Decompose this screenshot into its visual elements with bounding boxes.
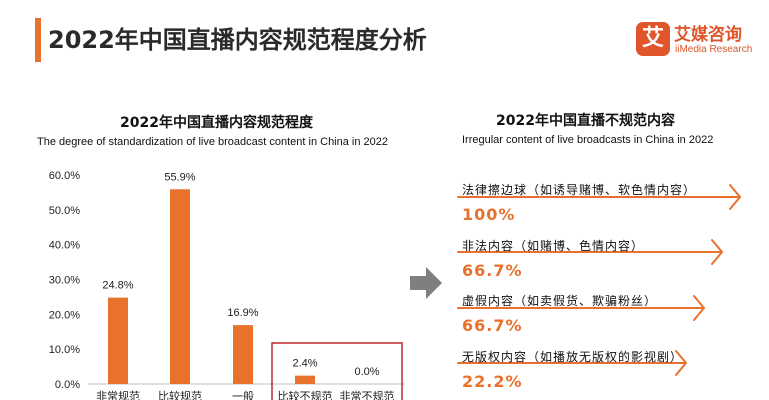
logo-name-en: iiMedia Research bbox=[675, 44, 753, 55]
bar bbox=[233, 325, 253, 384]
item-value: 66.7% bbox=[462, 261, 523, 280]
chart-title: 2022年中国直播内容规范程度 bbox=[120, 115, 313, 131]
x-tick-label: 非常不规范 bbox=[340, 389, 395, 400]
x-tick-label: 一般 bbox=[232, 390, 254, 400]
bar bbox=[108, 297, 128, 384]
y-tick-label: 0.0% bbox=[55, 379, 80, 391]
logo-mark: 艾 bbox=[636, 22, 670, 56]
item-label: 虚假内容（如卖假货、欺骗粉丝） bbox=[462, 294, 658, 308]
item-arrow-line bbox=[457, 239, 724, 265]
bar-chart: 0.0% 10.0% 20.0% 30.0% 40.0% 50.0% 60.0% 24.8% 非… bbox=[49, 170, 405, 400]
y-tick-label: 20.0% bbox=[49, 309, 80, 321]
data-label: 2.4% bbox=[292, 358, 317, 370]
logo-name-cn: 艾媒咨询 bbox=[674, 25, 742, 45]
item-arrow-line bbox=[457, 295, 706, 321]
data-label: 55.9% bbox=[164, 171, 195, 183]
item-label: 无版权内容（如播放无版权的影视剧） bbox=[462, 350, 684, 364]
page-title: 2022年中国直播内容规范程度分析 bbox=[48, 26, 427, 54]
y-tick-label: 40.0% bbox=[49, 240, 80, 252]
bar bbox=[170, 189, 190, 384]
x-tick-label: 比较规范 bbox=[158, 389, 202, 400]
y-tick-label: 60.0% bbox=[49, 170, 80, 182]
data-label: 24.8% bbox=[102, 280, 133, 292]
chart-subtitle: The degree of standardization of live br… bbox=[37, 136, 389, 148]
data-label: 0.0% bbox=[354, 366, 379, 378]
bar bbox=[295, 375, 315, 384]
y-tick-label: 30.0% bbox=[49, 275, 80, 287]
title-accent-bar bbox=[35, 18, 41, 62]
y-tick-label: 10.0% bbox=[49, 344, 80, 356]
right-arrow-icon bbox=[410, 267, 442, 299]
item-value: 100% bbox=[462, 205, 516, 224]
data-label: 16.9% bbox=[227, 307, 258, 319]
item-label: 非法内容（如赌博、色情内容） bbox=[462, 239, 645, 253]
x-tick-label: 非常规范 bbox=[96, 389, 140, 400]
x-tick-label: 比较不规范 bbox=[278, 389, 333, 400]
irregular-subtitle: Irregular content of live broadcasts in … bbox=[462, 134, 714, 146]
item-arrow-line bbox=[457, 350, 688, 376]
item-label: 法律擦边球（如诱导赌博、软色情内容） bbox=[462, 183, 697, 197]
item-arrow-line bbox=[457, 184, 742, 210]
irregular-title: 2022年中国直播不规范内容 bbox=[496, 113, 675, 129]
item-value: 66.7% bbox=[462, 316, 523, 335]
item-value: 22.2% bbox=[462, 372, 523, 391]
y-tick-label: 50.0% bbox=[49, 205, 80, 217]
highlight-box bbox=[271, 342, 403, 400]
